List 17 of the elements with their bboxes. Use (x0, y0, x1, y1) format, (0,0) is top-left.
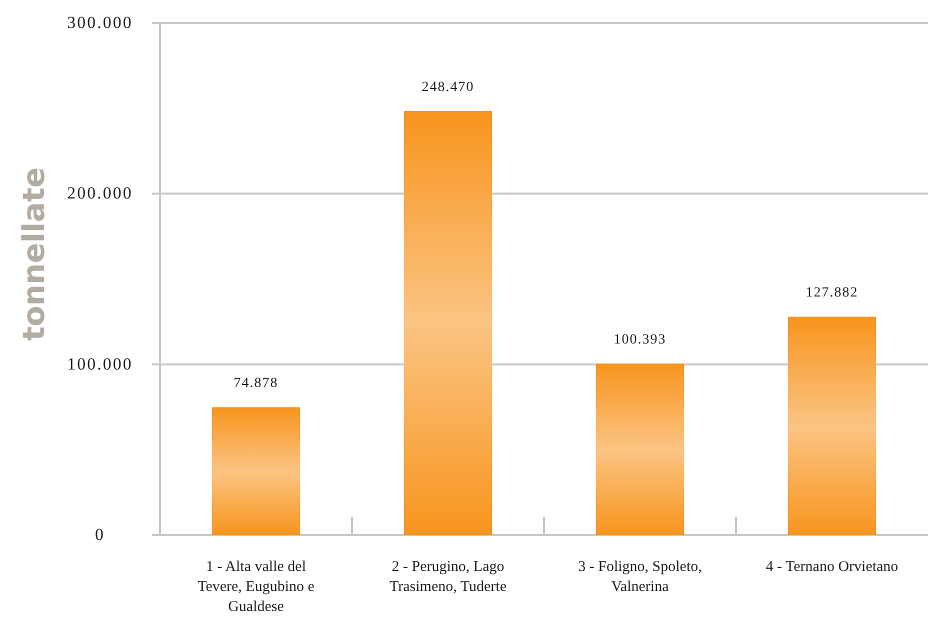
data-label: 74.878 (234, 376, 278, 392)
x-tick-label: 3 - Foligno, Spoleto, Valnerina (578, 559, 702, 595)
x-tick-label: 4 - Ternano Orvietano (766, 559, 898, 575)
y-tick-label: 0 (95, 525, 105, 544)
bar (596, 364, 684, 535)
bar (404, 110, 492, 535)
data-label: 127.882 (806, 286, 858, 301)
data-label: 248.470 (422, 80, 474, 95)
data-label: 100.393 (614, 332, 666, 348)
x-tick-label: 1 - Alta valle del Tevere, Eugubino e Gualdese (198, 559, 315, 615)
y-tick-label: 300.000 (67, 13, 133, 32)
bar (212, 407, 300, 535)
y-tick-label: 100.000 (67, 354, 133, 374)
x-tick-label: 2 - Perugino, Lago Trasimeno, Tuderte (390, 559, 507, 595)
y-tick-label: 200.000 (67, 184, 133, 203)
bar (788, 316, 876, 535)
y-axis-title: tonnellate (17, 167, 52, 341)
